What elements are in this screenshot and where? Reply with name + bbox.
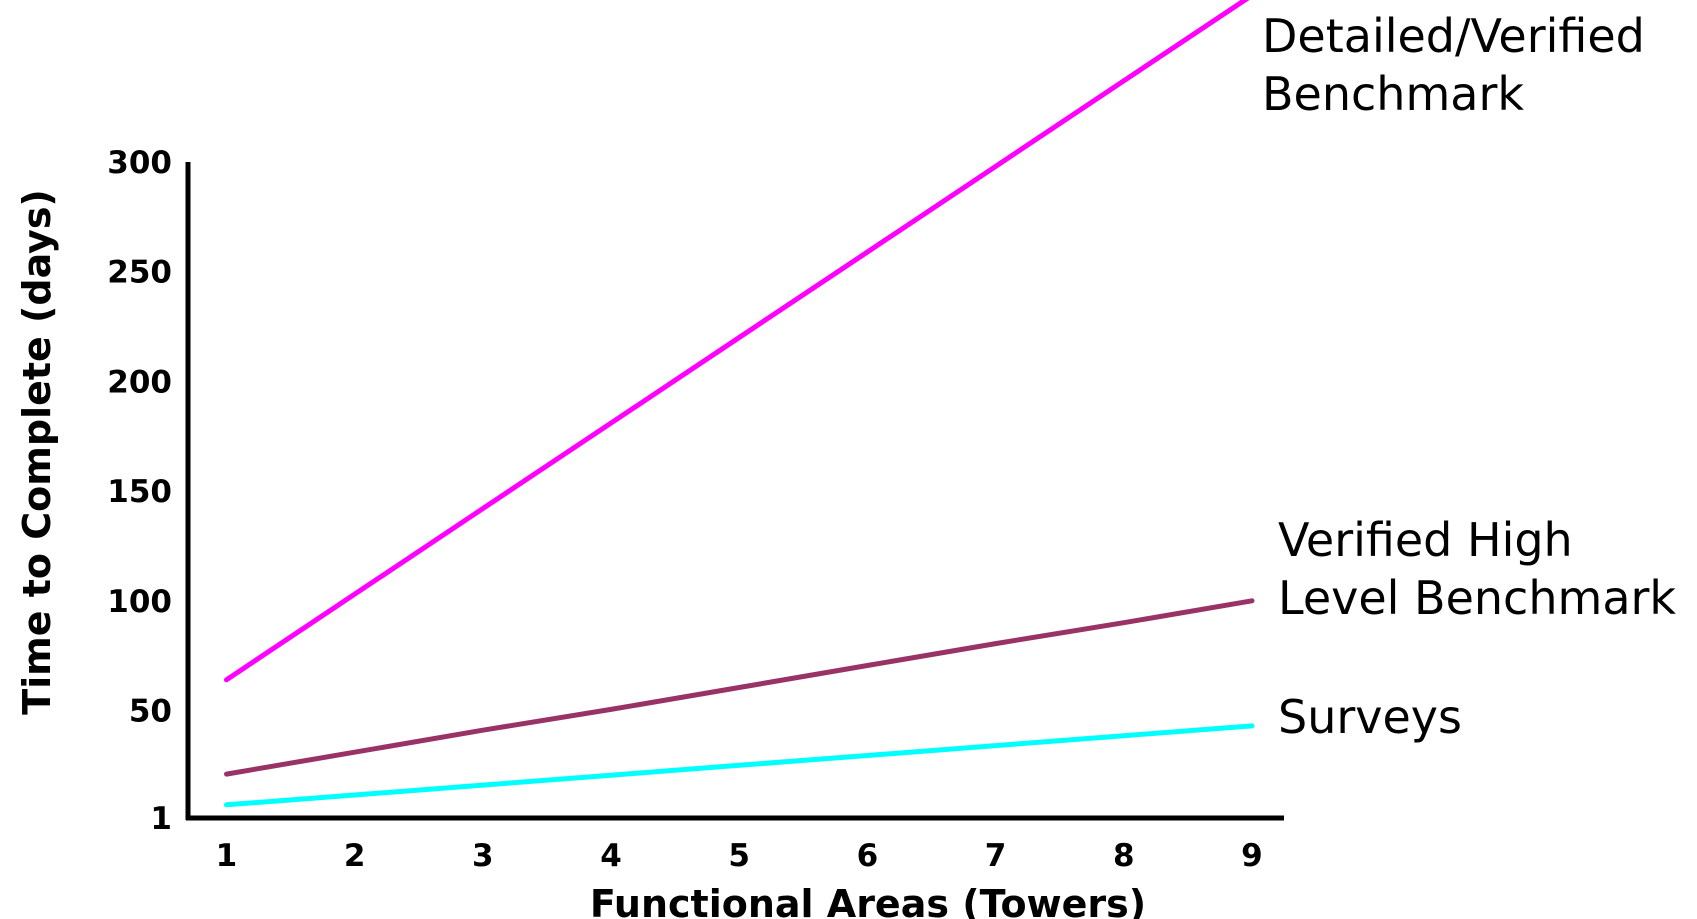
axes bbox=[185, 162, 1284, 821]
series-label: Surveys bbox=[1278, 690, 1462, 744]
x-tick-label: 6 bbox=[857, 838, 879, 874]
series-label: Verified High bbox=[1278, 513, 1573, 567]
x-tick-label: 5 bbox=[728, 838, 750, 874]
x-tick-label: 7 bbox=[985, 838, 1007, 874]
series-line bbox=[224, 723, 1255, 808]
y-tick-label: 200 bbox=[107, 364, 172, 400]
series-label: Detailed/Verified bbox=[1262, 9, 1645, 63]
x-tick-label: 8 bbox=[1113, 838, 1135, 874]
x-tick-label: 2 bbox=[344, 838, 366, 874]
x-axis-title: Functional Areas (Towers) bbox=[590, 882, 1146, 919]
series-label: Benchmark bbox=[1262, 67, 1524, 121]
y-tick-label: 100 bbox=[107, 584, 172, 620]
series-lines bbox=[224, 0, 1255, 808]
series-line bbox=[224, 0, 1250, 683]
x-tick-label: 1 bbox=[216, 838, 238, 874]
y-tick-label: 250 bbox=[107, 255, 172, 291]
y-tick-label: 50 bbox=[129, 693, 172, 729]
y-axis-title: Time to Complete (days) bbox=[15, 189, 59, 715]
y-tick-label: 150 bbox=[107, 474, 172, 510]
series-line bbox=[224, 598, 1255, 777]
x-tick-label: 9 bbox=[1241, 838, 1263, 874]
x-tick-labels: 1 2 3 4 5 6 7 8 9 bbox=[216, 838, 1263, 874]
x-tick-label: 4 bbox=[600, 838, 622, 874]
series-label: Level Benchmark bbox=[1278, 571, 1676, 625]
x-tick-label: 3 bbox=[472, 838, 494, 874]
y-tick-label: 300 bbox=[107, 145, 172, 181]
y-tick-label: 1 bbox=[150, 801, 172, 837]
